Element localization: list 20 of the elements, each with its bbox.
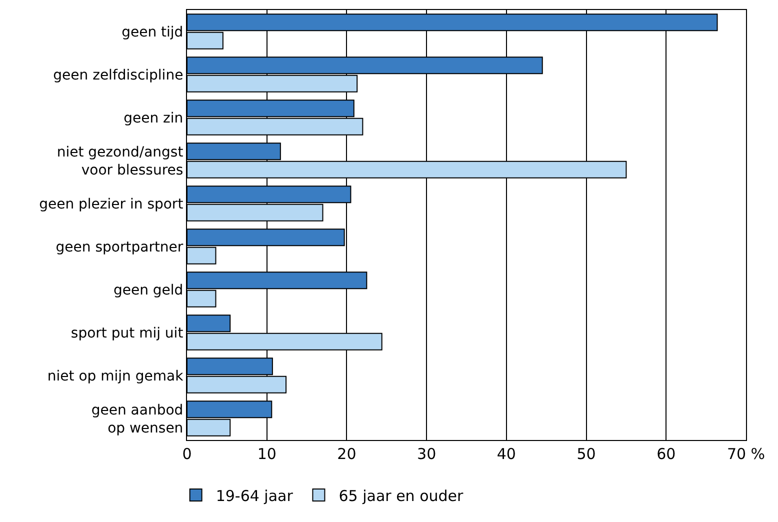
y-tick-label: geen geld xyxy=(113,282,184,298)
x-tick-label: 50 xyxy=(576,445,596,463)
y-tick-label: niet op mijn gemak xyxy=(47,368,184,384)
y-tick-label: geen aanbod op wensen xyxy=(91,402,184,436)
legend-label: 19-64 jaar xyxy=(216,486,294,505)
y-tick-label: geen plezier in sport xyxy=(39,196,184,212)
legend-label: 65 jaar en ouder xyxy=(338,486,464,505)
y-tick-label: geen sportpartner xyxy=(56,239,184,256)
y-tick-label: geen zin xyxy=(124,110,184,126)
y-tick-label: geen tijd xyxy=(122,24,184,40)
x-tick-label: 20 xyxy=(337,445,356,463)
x-tick-label: 70 % xyxy=(726,445,766,463)
y-tick-label: niet gezond/angst voor blessures xyxy=(56,144,184,178)
y-tick-label: geen zelfdiscipline xyxy=(53,67,184,84)
x-tick-label: 40 xyxy=(496,445,516,463)
x-tick-label: 30 xyxy=(417,445,436,463)
x-tick-label: 10 xyxy=(257,445,276,463)
x-tick-label: 0 xyxy=(182,445,192,463)
x-tick-label: 60 xyxy=(656,445,676,463)
y-tick-label: sport put mij uit xyxy=(70,325,184,342)
